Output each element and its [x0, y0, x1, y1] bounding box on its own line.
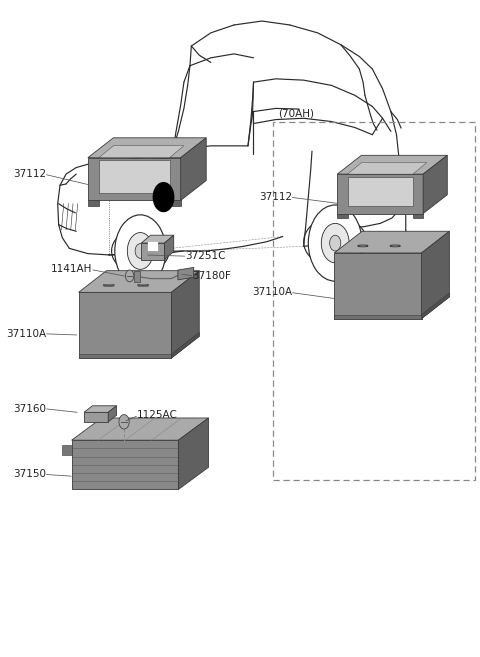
Polygon shape	[169, 200, 180, 206]
Polygon shape	[134, 271, 140, 282]
Polygon shape	[165, 235, 174, 260]
Polygon shape	[334, 315, 421, 319]
Circle shape	[125, 270, 134, 282]
Circle shape	[127, 233, 153, 269]
Polygon shape	[72, 418, 208, 440]
Circle shape	[119, 415, 129, 429]
Polygon shape	[138, 285, 149, 286]
Polygon shape	[88, 138, 206, 158]
Circle shape	[330, 235, 341, 251]
Polygon shape	[79, 292, 171, 358]
Polygon shape	[62, 445, 72, 455]
Polygon shape	[72, 440, 179, 489]
Polygon shape	[423, 155, 447, 214]
Polygon shape	[84, 413, 108, 422]
Text: 37110A: 37110A	[6, 328, 46, 339]
Polygon shape	[141, 243, 165, 260]
Polygon shape	[390, 246, 400, 247]
Text: 1141AH: 1141AH	[51, 264, 93, 275]
Circle shape	[308, 205, 362, 281]
Polygon shape	[180, 138, 206, 200]
Text: 37150: 37150	[13, 469, 46, 480]
Text: 37112: 37112	[13, 169, 46, 179]
Polygon shape	[141, 235, 174, 243]
Polygon shape	[84, 406, 117, 413]
Polygon shape	[390, 245, 400, 246]
Polygon shape	[348, 162, 427, 174]
Polygon shape	[99, 160, 169, 193]
Polygon shape	[79, 354, 171, 358]
Polygon shape	[337, 155, 447, 174]
Polygon shape	[178, 267, 193, 280]
Polygon shape	[88, 200, 99, 206]
Polygon shape	[99, 146, 184, 158]
Polygon shape	[171, 332, 199, 358]
Text: 1125AC: 1125AC	[137, 410, 178, 420]
Circle shape	[153, 183, 174, 212]
Text: 37110A: 37110A	[252, 287, 292, 298]
Polygon shape	[171, 271, 199, 358]
Polygon shape	[358, 245, 368, 246]
Circle shape	[135, 244, 145, 258]
Text: 37112: 37112	[259, 192, 292, 202]
Polygon shape	[337, 214, 348, 218]
Polygon shape	[348, 177, 413, 206]
Text: 37160: 37160	[13, 403, 46, 414]
Polygon shape	[138, 284, 149, 285]
Text: 37180F: 37180F	[192, 271, 231, 281]
Polygon shape	[337, 174, 423, 214]
Polygon shape	[413, 214, 423, 218]
Text: (70AH): (70AH)	[278, 108, 314, 118]
Polygon shape	[421, 231, 449, 319]
Polygon shape	[334, 253, 421, 319]
Bar	[274, 122, 475, 480]
Polygon shape	[103, 284, 114, 285]
Polygon shape	[421, 293, 449, 319]
Polygon shape	[108, 406, 117, 422]
Polygon shape	[358, 246, 368, 247]
Circle shape	[321, 223, 349, 263]
Polygon shape	[79, 271, 199, 292]
Polygon shape	[103, 285, 114, 286]
Circle shape	[115, 215, 166, 287]
Polygon shape	[148, 242, 158, 252]
Polygon shape	[88, 158, 180, 200]
Polygon shape	[334, 231, 449, 253]
Polygon shape	[179, 418, 208, 489]
Text: 37251C: 37251C	[185, 251, 226, 261]
